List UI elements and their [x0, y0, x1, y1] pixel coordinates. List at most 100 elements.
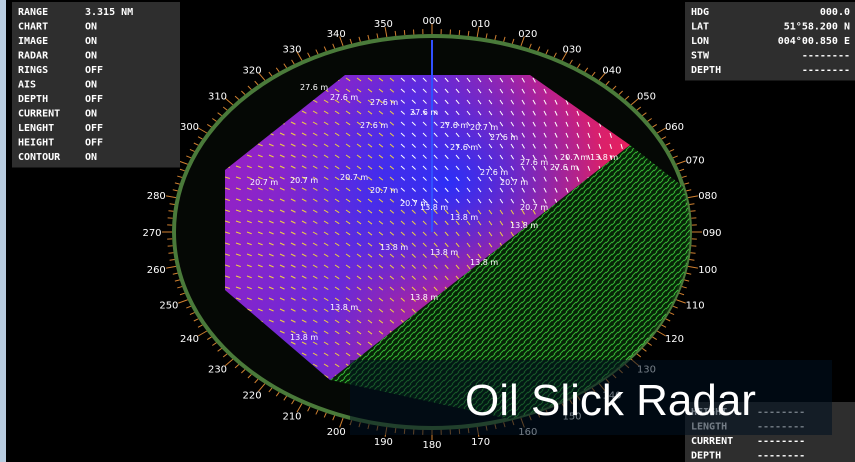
current-vector — [257, 231, 263, 235]
current-vector — [422, 121, 427, 126]
current-vector — [532, 77, 536, 83]
current-vector — [290, 330, 296, 334]
current-vector — [411, 154, 416, 159]
current-vector — [400, 143, 406, 148]
current-vector — [345, 121, 351, 126]
current-vector — [389, 121, 395, 126]
current-vector — [290, 242, 296, 246]
current-vector — [411, 187, 416, 192]
current-vector — [411, 253, 416, 258]
bearing-label: 020 — [518, 29, 537, 40]
bearing-tick — [241, 369, 246, 374]
panel-label: DEPTH — [691, 451, 721, 462]
current-vector — [367, 297, 373, 302]
current-vector — [301, 176, 307, 180]
bearing-tick — [561, 51, 568, 61]
panel-label: HEIGHT — [18, 138, 54, 149]
current-vector — [312, 242, 318, 246]
bearing-tick — [661, 324, 667, 328]
current-vector — [345, 99, 351, 104]
current-vector — [400, 176, 406, 181]
current-vector — [290, 165, 296, 169]
current-vector — [301, 187, 307, 191]
current-vector — [532, 165, 536, 171]
current-vector — [334, 242, 340, 247]
current-vector — [367, 253, 373, 258]
current-vector — [290, 209, 296, 213]
current-vector — [411, 165, 416, 170]
current-vector — [576, 154, 580, 160]
contour-label: 13.8 m — [290, 333, 318, 342]
current-vector — [587, 143, 591, 149]
current-vector — [246, 165, 252, 169]
bearing-tick — [217, 347, 222, 352]
current-vector — [378, 253, 384, 258]
current-vector — [389, 275, 395, 280]
current-vector — [389, 176, 395, 181]
current-vector — [378, 198, 384, 203]
current-vector — [400, 242, 406, 247]
current-vector — [433, 242, 438, 248]
panel-label: HDG — [691, 7, 709, 18]
current-vector — [466, 264, 471, 270]
contour-label: 13.8 m — [410, 293, 438, 302]
current-vector — [367, 308, 373, 313]
current-vector — [488, 154, 493, 160]
bearing-tick — [217, 112, 222, 117]
current-vector — [268, 264, 274, 268]
bearing-tick — [178, 299, 188, 304]
bearing-tick — [681, 175, 687, 178]
current-vector — [444, 165, 449, 171]
current-vector — [477, 187, 482, 193]
current-vector — [488, 99, 493, 105]
current-vector — [279, 330, 285, 334]
current-vector — [532, 143, 536, 149]
bearing-tick — [367, 34, 370, 41]
current-vector — [312, 264, 318, 268]
bearing-tick — [676, 299, 686, 304]
current-vector — [246, 209, 252, 213]
current-vector — [444, 275, 449, 281]
current-vector — [301, 308, 307, 312]
current-vector — [268, 198, 274, 202]
bearing-tick — [207, 124, 212, 128]
bearing-label: 120 — [665, 334, 684, 345]
current-vector — [279, 198, 285, 202]
current-vector — [301, 352, 307, 356]
current-vector — [411, 110, 416, 115]
current-vector — [466, 121, 471, 127]
current-vector — [488, 88, 493, 94]
current-vector — [334, 154, 340, 159]
current-vector — [411, 88, 416, 93]
current-vector — [455, 132, 460, 138]
current-vector — [422, 165, 427, 170]
current-vector — [334, 330, 340, 335]
current-vector — [444, 198, 449, 204]
current-vector — [411, 220, 416, 225]
current-vector — [422, 231, 427, 236]
current-vector — [356, 341, 362, 346]
current-vector — [268, 242, 274, 246]
current-vector — [301, 253, 307, 257]
current-vector — [367, 154, 373, 159]
current-vector — [279, 319, 285, 323]
current-vector — [323, 330, 329, 335]
bearing-tick — [179, 292, 185, 296]
current-vector — [312, 154, 318, 158]
current-vector — [521, 132, 525, 138]
current-vector — [543, 165, 547, 171]
panel-label: CONTOUR — [18, 152, 61, 163]
current-vector — [532, 88, 536, 94]
current-vector — [246, 264, 252, 268]
bearing-tick — [591, 71, 596, 77]
current-vector — [323, 165, 329, 170]
current-vector — [400, 209, 406, 214]
current-vector — [499, 198, 504, 204]
current-vector — [378, 99, 384, 104]
current-vector — [312, 132, 318, 136]
current-vector — [246, 220, 252, 224]
current-vector — [356, 176, 362, 181]
current-vector — [257, 220, 263, 224]
current-vector — [422, 264, 427, 269]
current-vector — [301, 110, 307, 114]
